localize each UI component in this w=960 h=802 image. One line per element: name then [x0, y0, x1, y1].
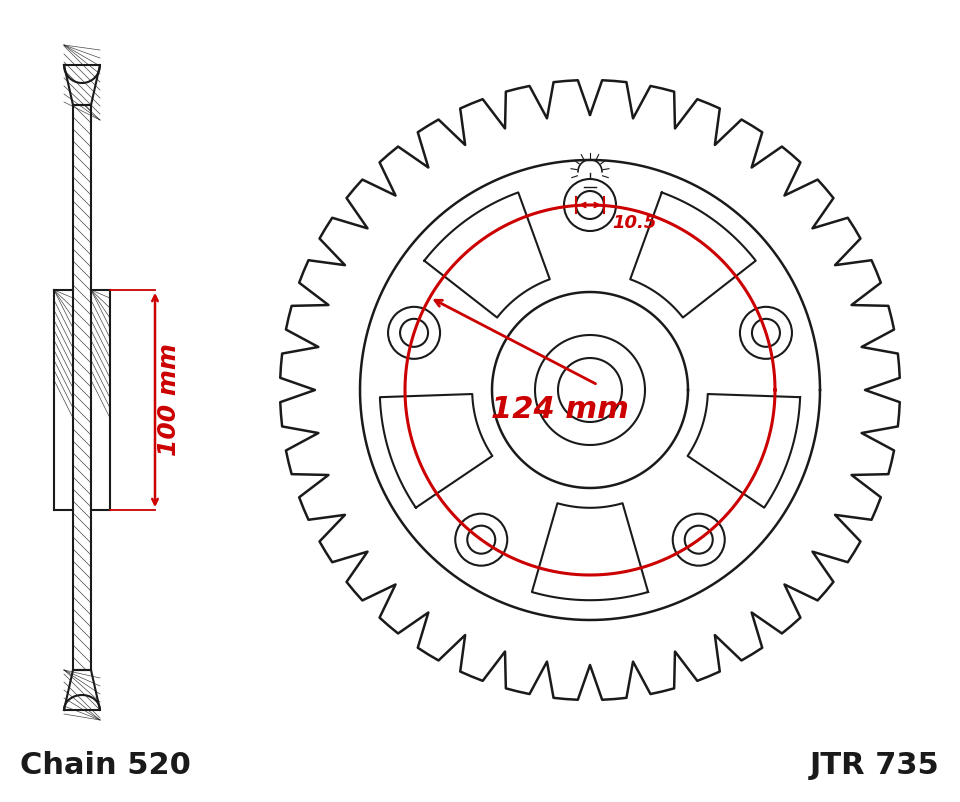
Circle shape: [564, 179, 616, 231]
Circle shape: [684, 525, 712, 553]
Circle shape: [752, 319, 780, 346]
Circle shape: [740, 307, 792, 358]
Text: JTR 735: JTR 735: [810, 751, 940, 780]
Text: 124 mm: 124 mm: [492, 395, 629, 424]
Circle shape: [400, 319, 428, 346]
Text: 100 mm: 100 mm: [157, 343, 181, 456]
Circle shape: [576, 191, 604, 219]
Text: 10.5: 10.5: [612, 214, 657, 232]
Text: Chain 520: Chain 520: [20, 751, 191, 780]
Circle shape: [468, 525, 495, 553]
Circle shape: [455, 513, 507, 565]
Circle shape: [673, 513, 725, 565]
Circle shape: [388, 307, 440, 358]
